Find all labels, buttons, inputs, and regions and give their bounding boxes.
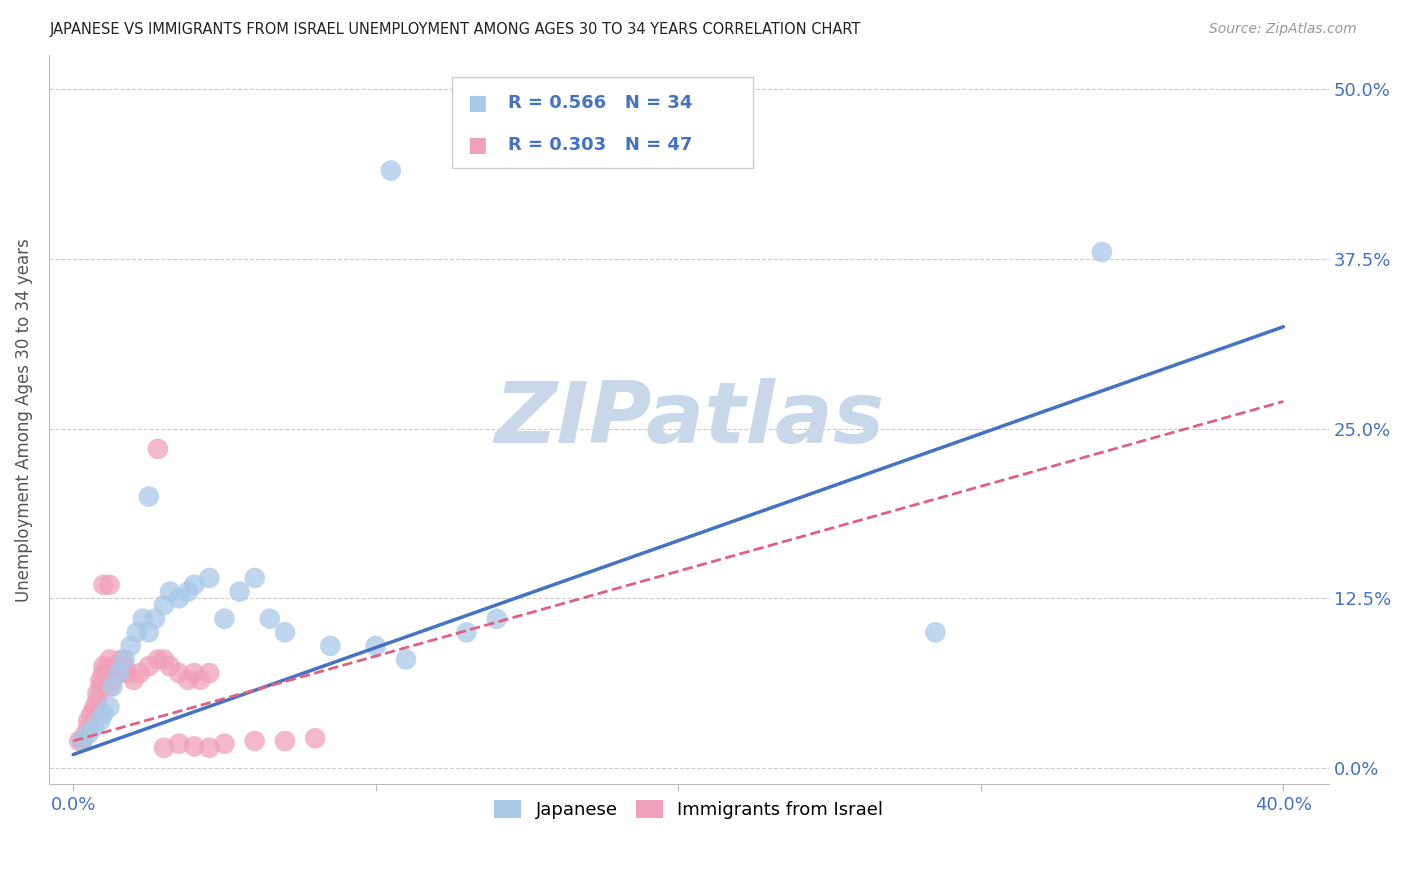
Point [153,652,176,666]
Point [83,720,105,734]
Point [214,612,236,626]
Point [83,700,105,714]
Point [177,673,200,687]
Point [89,673,111,687]
Point [107,659,129,673]
Point [101,680,124,694]
Point [101,659,124,673]
Point [120,639,142,653]
Point [122,673,145,687]
Point [114,659,136,673]
Point [395,652,418,666]
Point [77,720,100,734]
Point [456,625,478,640]
Point [96,673,118,687]
Point [125,625,148,640]
Point [75,727,97,741]
Point [143,612,166,626]
Point [188,673,211,687]
Point [146,442,169,456]
Point [153,598,176,612]
Point [93,659,115,673]
Point [198,571,221,585]
Point [93,666,115,681]
Point [67,734,90,748]
Text: ■: ■ [467,93,488,112]
Text: ■: ■ [467,136,488,155]
Text: JAPANESE VS IMMIGRANTS FROM ISRAEL UNEMPLOYMENT AMONG AGES 30 TO 34 YEARS CORREL: JAPANESE VS IMMIGRANTS FROM ISRAEL UNEMP… [49,22,860,37]
Point [304,731,326,746]
Point [243,734,266,748]
Point [117,666,139,681]
Point [138,490,160,504]
Point [89,714,111,728]
Point [138,659,160,673]
Point [214,737,236,751]
Point [364,639,387,653]
Point [77,714,100,728]
Point [77,727,100,741]
Point [128,666,150,681]
Point [167,737,190,751]
Point [198,666,221,681]
Point [319,639,342,653]
Point [1091,245,1114,260]
Point [98,652,121,666]
Point [86,686,108,700]
Point [198,740,221,755]
Point [183,578,205,592]
Point [167,591,190,606]
Point [380,163,402,178]
Point [96,666,118,681]
FancyBboxPatch shape [453,77,752,169]
Point [228,584,250,599]
Legend: Japanese, Immigrants from Israel: Japanese, Immigrants from Israel [486,793,890,827]
Point [101,673,124,687]
Point [98,680,121,694]
Point [183,666,205,681]
Point [72,734,94,748]
Point [110,652,132,666]
Point [72,734,94,748]
Point [177,584,200,599]
Point [98,578,121,592]
Point [243,571,266,585]
Text: R = 0.566   N = 34: R = 0.566 N = 34 [509,94,693,112]
Point [93,578,115,592]
Point [146,652,169,666]
Point [159,584,181,599]
Point [104,666,127,681]
Point [138,625,160,640]
Text: Source: ZipAtlas.com: Source: ZipAtlas.com [1209,22,1357,37]
Point [86,693,108,707]
Point [183,739,205,754]
Point [274,625,297,640]
Point [924,625,946,640]
Point [259,612,281,626]
Point [167,666,190,681]
Point [93,706,115,721]
Point [274,734,297,748]
Point [485,612,508,626]
Point [80,706,103,721]
Point [132,612,155,626]
Point [98,700,121,714]
Point [83,706,105,721]
Point [107,666,129,681]
Point [159,659,181,673]
Point [114,652,136,666]
Point [153,740,176,755]
Text: R = 0.303   N = 47: R = 0.303 N = 47 [509,136,693,154]
Text: ZIPatlas: ZIPatlas [494,378,884,461]
Y-axis label: Unemployment Among Ages 30 to 34 years: Unemployment Among Ages 30 to 34 years [15,238,32,602]
Point [89,680,111,694]
